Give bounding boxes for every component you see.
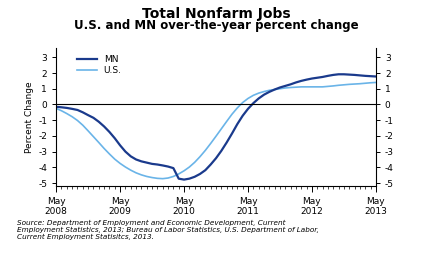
Text: Total Nonfarm Jobs: Total Nonfarm Jobs — [142, 7, 290, 21]
Legend: MN, U.S.: MN, U.S. — [76, 55, 122, 76]
Text: U.S. and MN over-the-year percent change: U.S. and MN over-the-year percent change — [74, 19, 358, 32]
Text: Source: Department of Employment and Economic Development, Current
Employment St: Source: Department of Employment and Eco… — [17, 219, 319, 240]
Y-axis label: Percent Change: Percent Change — [25, 81, 34, 153]
